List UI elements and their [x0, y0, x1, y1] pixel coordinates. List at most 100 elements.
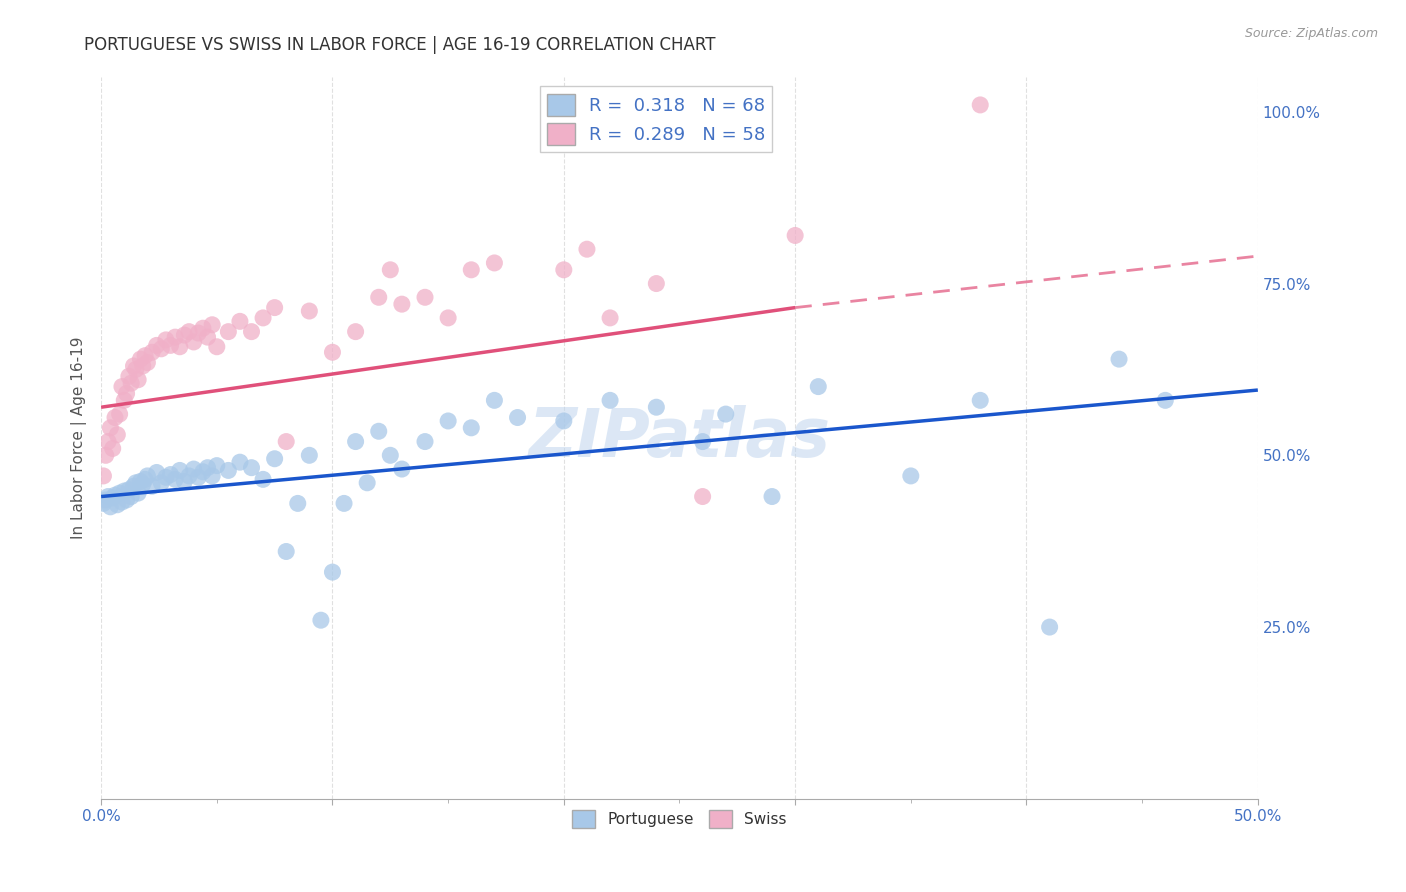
Point [714, 407, 737, 421]
Point [263, 301, 285, 315]
Point [115, 493, 138, 508]
Point [118, 483, 141, 497]
Point [112, 483, 135, 498]
Point [298, 304, 321, 318]
Point [276, 544, 298, 558]
Point [344, 325, 367, 339]
Point [104, 410, 127, 425]
Point [309, 613, 332, 627]
Point [122, 479, 145, 493]
Point [344, 434, 367, 449]
Point [145, 466, 167, 480]
Point [287, 496, 309, 510]
Point [105, 498, 128, 512]
Point [553, 414, 575, 428]
Point [506, 410, 529, 425]
Point [105, 427, 128, 442]
Text: ZIPatlas: ZIPatlas [529, 405, 831, 471]
Point [177, 325, 200, 339]
Point [692, 434, 714, 449]
Point [785, 228, 807, 243]
Point [183, 334, 205, 349]
Point [201, 469, 224, 483]
Point [134, 349, 156, 363]
Point [761, 490, 783, 504]
Point [437, 414, 460, 428]
Point [150, 342, 173, 356]
Point [104, 488, 127, 502]
Point [125, 475, 148, 490]
Point [413, 434, 436, 449]
Point [141, 345, 163, 359]
Point [1154, 393, 1177, 408]
Point [173, 328, 195, 343]
Point [108, 486, 131, 500]
Point [575, 242, 598, 256]
Point [356, 475, 378, 490]
Point [380, 448, 402, 462]
Point [391, 462, 413, 476]
Point [201, 318, 224, 332]
Point [111, 379, 134, 393]
Point [217, 463, 239, 477]
Point [183, 462, 205, 476]
Point [645, 401, 668, 415]
Point [125, 362, 148, 376]
Point [969, 393, 991, 408]
Point [333, 496, 356, 510]
Point [187, 470, 209, 484]
Point [205, 340, 228, 354]
Point [129, 475, 152, 489]
Point [240, 325, 263, 339]
Point [298, 448, 321, 462]
Point [159, 338, 181, 352]
Point [159, 467, 181, 482]
Point [599, 393, 621, 408]
Point [252, 472, 274, 486]
Point [122, 359, 145, 373]
Point [217, 325, 239, 339]
Point [191, 321, 214, 335]
Point [155, 333, 177, 347]
Point [136, 469, 159, 483]
Text: Source: ZipAtlas.com: Source: ZipAtlas.com [1244, 27, 1378, 40]
Point [321, 345, 343, 359]
Point [460, 421, 482, 435]
Legend: Portuguese, Swiss: Portuguese, Swiss [567, 804, 793, 835]
Point [93, 496, 115, 510]
Point [100, 500, 122, 514]
Text: PORTUGUESE VS SWISS IN LABOR FORCE | AGE 16-19 CORRELATION CHART: PORTUGUESE VS SWISS IN LABOR FORCE | AGE… [84, 36, 716, 54]
Point [367, 424, 389, 438]
Y-axis label: In Labor Force | Age 16-19: In Labor Force | Age 16-19 [72, 337, 87, 540]
Point [150, 475, 173, 490]
Point [191, 465, 214, 479]
Point [197, 460, 219, 475]
Point [127, 486, 149, 500]
Point [263, 451, 285, 466]
Point [484, 256, 506, 270]
Point [173, 475, 195, 489]
Point [692, 490, 714, 504]
Point [97, 434, 120, 449]
Point [380, 262, 402, 277]
Point [112, 393, 135, 408]
Point [169, 340, 191, 354]
Point [100, 421, 122, 435]
Point [101, 442, 124, 456]
Point [645, 277, 668, 291]
Point [437, 310, 460, 325]
Point [187, 326, 209, 340]
Point [97, 490, 120, 504]
Point [141, 479, 163, 493]
Point [1039, 620, 1062, 634]
Point [205, 458, 228, 473]
Point [484, 393, 506, 408]
Point [132, 477, 155, 491]
Point [169, 463, 191, 477]
Point [197, 330, 219, 344]
Point [129, 352, 152, 367]
Point [229, 455, 252, 469]
Point [94, 448, 117, 462]
Point [108, 407, 131, 421]
Point [229, 314, 252, 328]
